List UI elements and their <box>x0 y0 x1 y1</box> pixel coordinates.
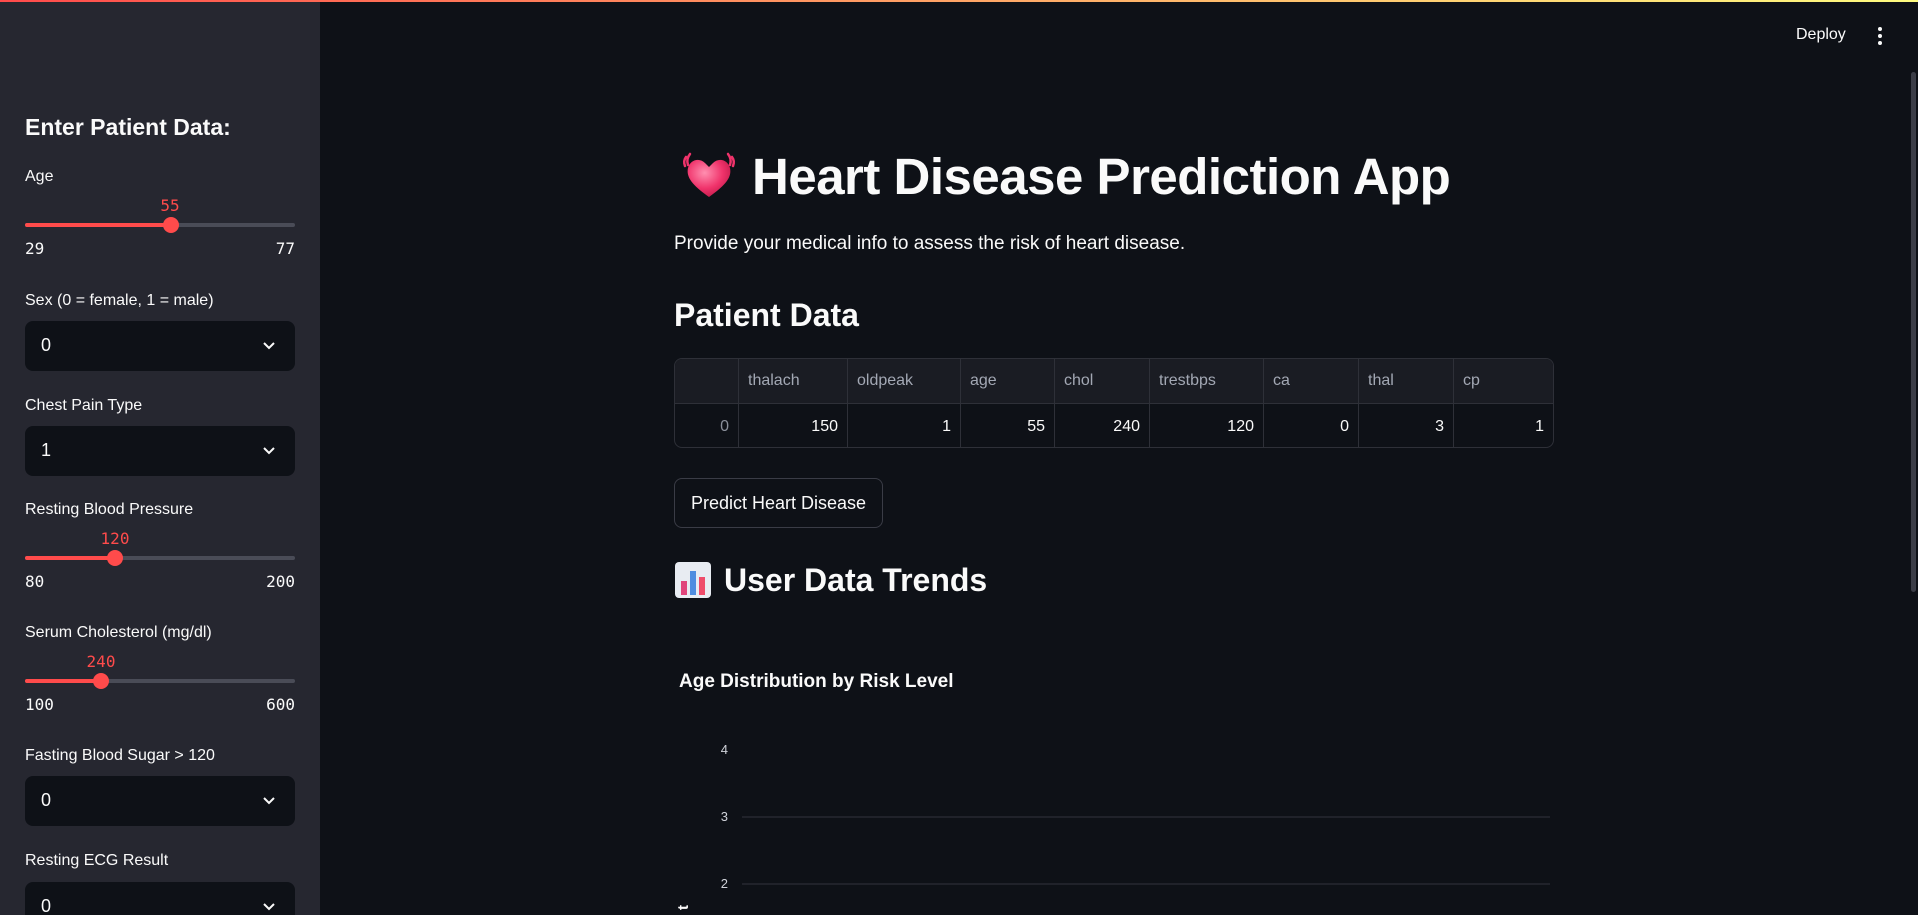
sex-select[interactable]: 0 <box>25 321 295 371</box>
y-tick-label: 4 <box>721 742 728 757</box>
column-header: trestbps <box>1150 359 1264 403</box>
trends-heading: User Data Trends <box>724 561 988 598</box>
bar-chart-icon <box>675 562 711 598</box>
resting-bp-label: Resting Blood Pressure <box>25 501 194 518</box>
cholesterol-slider-value: 240 <box>86 652 116 671</box>
resting-ecg-label: Resting ECG Result <box>25 852 169 869</box>
resting-bp-slider-value: 120 <box>100 529 130 548</box>
resting-bp-slider[interactable]: 120 80 200 <box>25 529 295 591</box>
chart-title: Age Distribution by Risk Level <box>679 671 954 692</box>
chevron-down-icon <box>263 342 275 350</box>
chest-pain-select-value: 1 <box>41 440 52 460</box>
cholesterol-slider-max: 600 <box>266 695 295 714</box>
trends-heading-row: User Data Trends <box>674 561 987 599</box>
age-slider-min: 29 <box>25 239 45 258</box>
resting-ecg-select[interactable]: 0 <box>25 882 295 915</box>
column-header: cp <box>1463 372 1480 389</box>
table-cell[interactable]: 120 <box>1150 404 1264 447</box>
fasting-sugar-select-value: 0 <box>41 790 52 810</box>
column-header: ca <box>1264 359 1359 403</box>
sex-label: Sex (0 = female, 1 = male) <box>25 292 214 309</box>
chevron-down-icon <box>263 903 275 911</box>
age-slider-value: 55 <box>160 196 180 215</box>
slider-track <box>25 556 295 560</box>
column-header: thalach <box>739 359 848 403</box>
table-cell[interactable]: 55 <box>961 404 1055 447</box>
predict-button[interactable]: Predict Heart Disease <box>674 478 883 528</box>
column-header: chol <box>1055 359 1150 403</box>
table-cell[interactable]: 0 <box>1264 404 1359 447</box>
cholesterol-slider-thumb[interactable] <box>93 673 109 689</box>
column-header: thal <box>1359 359 1454 403</box>
column-header <box>675 359 739 403</box>
fasting-sugar-label: Fasting Blood Sugar > 120 <box>25 747 215 764</box>
chevron-down-icon <box>263 447 275 455</box>
y-tick-label: 2 <box>721 876 728 891</box>
table-row[interactable]: 0 150 1 55 240 120 0 3 1 <box>675 404 1553 447</box>
cholesterol-label: Serum Cholesterol (mg/dl) <box>25 624 212 641</box>
cholesterol-slider[interactable]: 240 100 600 <box>25 652 295 714</box>
age-slider[interactable]: 55 29 77 <box>25 196 295 258</box>
beating-heart-icon <box>682 152 736 197</box>
row-index: 0 <box>675 404 739 447</box>
patient-data-table[interactable]: thalach oldpeak age chol trestbps ca tha… <box>674 358 1554 448</box>
table-cell[interactable]: 240 <box>1055 404 1150 447</box>
patient-data-heading: Patient Data <box>674 297 859 333</box>
slider-fill <box>25 556 115 560</box>
slider-fill <box>25 223 171 227</box>
table-cell[interactable]: 3 <box>1359 404 1454 447</box>
y-axis-label: t <box>675 905 692 910</box>
fasting-sugar-select[interactable]: 0 <box>25 776 295 826</box>
age-slider-thumb[interactable] <box>163 217 179 233</box>
column-header: age <box>961 359 1055 403</box>
age-slider-max: 77 <box>275 239 295 258</box>
page-title: Heart Disease Prediction App <box>752 147 1451 205</box>
sidebar: Enter Patient Data: Age 55 29 77 Sex (0 … <box>0 2 320 915</box>
sidebar-heading: Enter Patient Data: <box>25 114 231 140</box>
chest-pain-label: Chest Pain Type <box>25 397 143 414</box>
chevron-down-icon <box>263 797 275 805</box>
deploy-button[interactable]: Deploy <box>1796 26 1846 43</box>
table-header: thalach oldpeak age chol trestbps ca tha… <box>675 359 1553 404</box>
slider-track <box>25 679 295 683</box>
cholesterol-slider-min: 100 <box>25 695 54 714</box>
sex-select-value: 0 <box>41 335 52 355</box>
scrollbar[interactable] <box>1911 72 1916 592</box>
resting-ecg-select-value: 0 <box>41 896 52 915</box>
y-tick-label: 3 <box>721 809 728 824</box>
chest-pain-select[interactable]: 1 <box>25 426 295 476</box>
intro-text: Provide your medical info to assess the … <box>674 233 1186 254</box>
kebab-menu-icon[interactable] <box>1872 24 1888 48</box>
table-cell[interactable]: 1 <box>848 404 961 447</box>
age-distribution-chart: 4 3 2 t <box>675 742 1550 910</box>
top-accent-bar <box>0 0 1918 2</box>
resting-bp-slider-min: 80 <box>25 572 45 591</box>
table-cell[interactable]: 150 <box>739 404 848 447</box>
slider-fill <box>25 679 101 683</box>
resting-bp-slider-max: 200 <box>266 572 295 591</box>
table-cell[interactable]: 1 <box>1535 417 1544 435</box>
page-title-row: Heart Disease Prediction App <box>680 142 1451 210</box>
column-header: oldpeak <box>848 359 961 403</box>
age-label: Age <box>25 168 54 185</box>
resting-bp-slider-thumb[interactable] <box>107 550 123 566</box>
